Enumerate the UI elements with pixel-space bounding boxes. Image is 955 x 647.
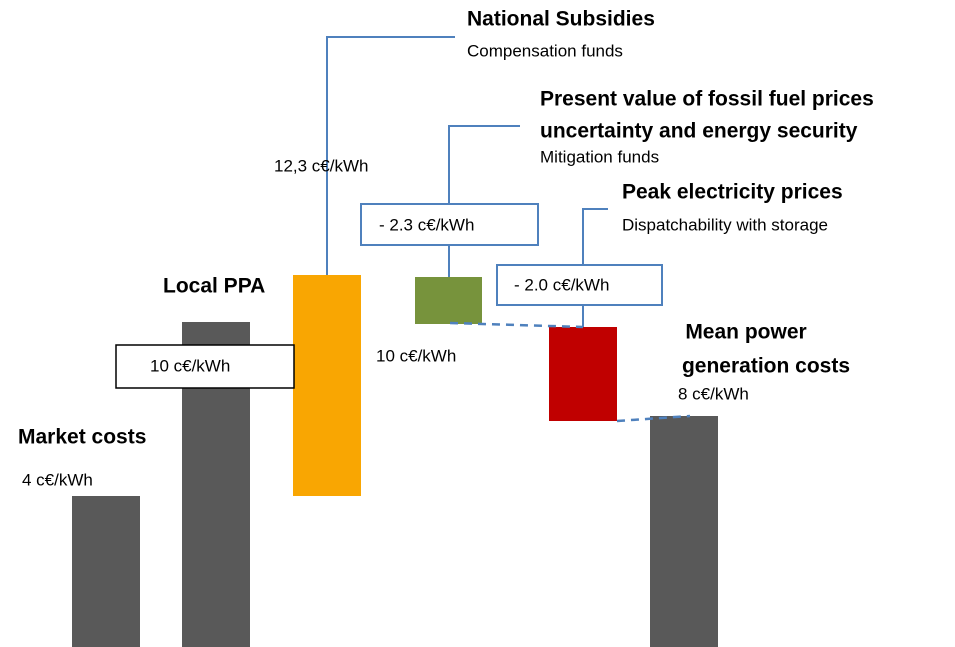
- fossil-title: uncertainty and energy security: [540, 120, 858, 143]
- mean-bar: [650, 416, 718, 647]
- ppa-value: 10 c€/kWh: [150, 356, 230, 375]
- market-bar: [72, 496, 140, 647]
- fossil-leader: [448, 125, 520, 277]
- subsidy-leader: [326, 36, 455, 275]
- mean-title: generation costs: [682, 355, 850, 378]
- connector: [616, 414, 691, 423]
- peak-bar: [549, 327, 617, 421]
- fossil-value-box: [360, 203, 539, 246]
- subsidy-value: 12,3 c€/kWh: [274, 156, 369, 175]
- subsidy-bar: [293, 275, 361, 496]
- fossil-value: - 2.3 c€/kWh: [379, 215, 474, 234]
- fossil-bar: [415, 277, 482, 324]
- subsidy-title: National Subsidies: [467, 8, 655, 31]
- mean-value: 8 c€/kWh: [678, 384, 749, 403]
- connector: [449, 321, 584, 329]
- fossil-level: 10 c€/kWh: [376, 346, 456, 365]
- peak-value-box: [496, 264, 663, 306]
- market-title: Market costs: [18, 426, 146, 449]
- peak-subtitle: Dispatchability with storage: [622, 215, 828, 234]
- ppa-title: Local PPA: [163, 275, 265, 298]
- peak-value: - 2.0 c€/kWh: [514, 275, 609, 294]
- subsidy-subtitle: Compensation funds: [467, 41, 623, 60]
- ppa-value-box: [115, 344, 295, 389]
- mean-title: Mean power: [685, 321, 806, 344]
- fossil-title: Present value of fossil fuel prices: [540, 88, 874, 111]
- fossil-subtitle: Mitigation funds: [540, 147, 659, 166]
- market-value: 4 c€/kWh: [22, 470, 93, 489]
- peak-title: Peak electricity prices: [622, 181, 843, 204]
